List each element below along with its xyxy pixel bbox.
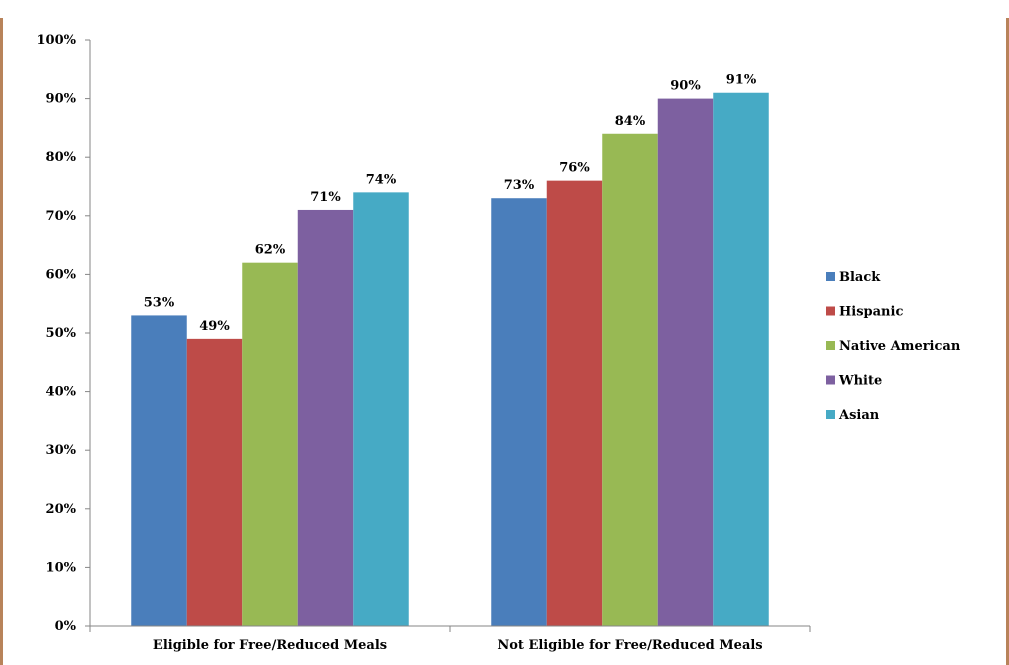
bar-data-label: 71% [310, 190, 341, 205]
legend: Black Hispanic Native American White Asian [826, 270, 961, 423]
bar [297, 209, 354, 626]
bar-data-label: 74% [366, 172, 397, 187]
bar-data-label: 62% [255, 243, 286, 258]
y-axis: 0% 10% 20% 30% 40% 50% 60% 70% 80% 90% 100% [37, 33, 91, 634]
bar-data-label: 90% [670, 79, 701, 94]
bar-data-label: 91% [726, 73, 757, 88]
bar-data-label: 84% [615, 114, 646, 129]
bar [186, 338, 243, 626]
legend-swatch [826, 306, 835, 316]
x-category-label: Not Eligible for Free/Reduced Meals [497, 638, 762, 653]
legend-label: Hispanic [839, 305, 903, 320]
y-tick-label: 70% [46, 209, 77, 224]
legend-swatch [826, 375, 835, 385]
bar-data-label: 73% [504, 178, 535, 193]
x-axis: Eligible for Free/Reduced Meals Not Eligi… [89, 625, 811, 653]
bar-data-label: 53% [144, 295, 175, 310]
legend-label: Native American [839, 339, 961, 354]
bar [602, 133, 658, 626]
bar [491, 198, 547, 626]
bar [546, 180, 603, 626]
y-tick-label: 100% [37, 33, 77, 48]
bar [131, 315, 187, 626]
bars [131, 92, 769, 627]
legend-label: Black [839, 270, 881, 285]
y-tick-label: 0% [55, 619, 77, 634]
y-tick-label: 80% [46, 150, 77, 165]
y-tick-label: 10% [46, 560, 77, 575]
y-tick-label: 90% [46, 92, 77, 107]
bar [353, 192, 409, 627]
bar [713, 92, 769, 627]
legend-swatch [826, 341, 835, 350]
legend-swatch [826, 410, 835, 419]
x-category-label: Eligible for Free/Reduced Meals [153, 638, 387, 653]
y-tick-label: 50% [46, 326, 77, 341]
bar [657, 98, 714, 627]
data-labels: 53% 49% 62% 71% 74% 73% 76% 84% 90% 91% [144, 73, 757, 334]
bar-data-label: 76% [559, 161, 590, 176]
y-tick-label: 40% [46, 385, 77, 400]
legend-label: Asian [838, 408, 880, 423]
y-tick-label: 60% [46, 267, 77, 282]
bar [242, 262, 298, 626]
legend-swatch [826, 272, 835, 281]
top-strip [0, 0, 1009, 18]
bar-data-label: 49% [199, 319, 230, 334]
legend-label: White [838, 374, 882, 389]
y-tick-label: 20% [46, 502, 77, 517]
y-tick-label: 30% [46, 443, 77, 458]
